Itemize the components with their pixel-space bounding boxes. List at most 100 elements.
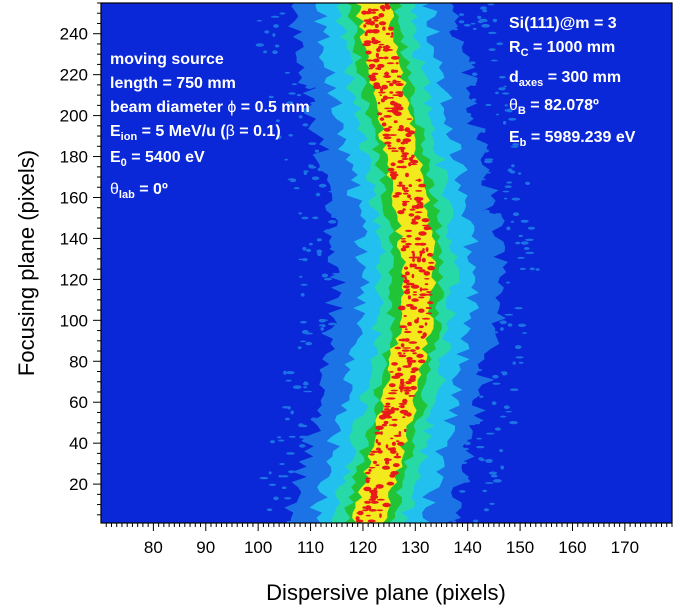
intensity-speckle	[300, 283, 308, 286]
intensity-peak	[378, 91, 386, 94]
intensity-peak	[388, 383, 396, 388]
intensity-peak	[385, 444, 389, 449]
intensity-speckle	[318, 324, 326, 327]
intensity-peak	[392, 463, 400, 468]
intensity-peak	[363, 24, 367, 28]
intensity-peak	[380, 431, 383, 435]
intensity-speckle	[304, 438, 313, 443]
intensity-peak	[383, 115, 392, 118]
intensity-peak	[401, 200, 410, 203]
intensity-peak	[418, 231, 427, 236]
intensity-peak	[398, 125, 404, 130]
intensity-peak	[399, 380, 405, 385]
intensity-speckle	[504, 104, 508, 107]
intensity-speckle	[481, 129, 486, 133]
intensity-peak	[382, 502, 391, 508]
intensity-speckle	[322, 159, 331, 164]
intensity-peak	[375, 439, 379, 444]
intensity-peak	[390, 35, 394, 38]
intensity-peak	[393, 120, 398, 124]
intensity-peak	[390, 406, 395, 412]
intensity-speckle	[510, 220, 515, 223]
intensity-speckle	[326, 206, 331, 210]
intensity-peak	[362, 42, 371, 47]
annotation-left-line3: beam diameter ϕ = 0.5 mm	[110, 99, 310, 116]
intensity-peak	[365, 478, 370, 484]
intensity-speckle	[462, 479, 471, 483]
intensity-peak	[367, 8, 372, 12]
intensity-speckle	[463, 23, 471, 27]
intensity-peak	[375, 484, 384, 489]
intensity-speckle	[329, 247, 339, 251]
intensity-speckle	[517, 323, 527, 327]
intensity-speckle	[503, 120, 507, 125]
intensity-speckle	[306, 248, 312, 253]
intensity-speckle	[331, 203, 337, 207]
intensity-peak	[405, 381, 412, 385]
intensity-speckle	[288, 134, 294, 137]
intensity-speckle	[470, 22, 476, 25]
intensity-speckle	[481, 23, 490, 28]
intensity-peak	[400, 325, 407, 328]
intensity-peak	[373, 487, 378, 491]
intensity-peak	[373, 19, 379, 22]
intensity-speckle	[305, 85, 315, 89]
intensity-speckle	[270, 15, 280, 18]
intensity-peak	[377, 442, 382, 446]
intensity-speckle	[520, 241, 529, 245]
intensity-peak	[398, 385, 405, 390]
intensity-speckle	[320, 369, 325, 373]
intensity-peak	[402, 186, 406, 191]
intensity-peak	[394, 192, 402, 196]
intensity-speckle	[318, 318, 326, 323]
intensity-peak	[402, 202, 408, 207]
intensity-peak	[370, 500, 379, 504]
intensity-speckle	[266, 508, 273, 512]
intensity-peak	[425, 247, 429, 252]
y-axis-title: Focusing plane (pixels)	[14, 150, 39, 376]
intensity-speckle	[491, 401, 497, 406]
intensity-speckle	[529, 267, 535, 271]
intensity-peak	[417, 359, 426, 364]
intensity-speckle	[511, 164, 515, 168]
intensity-peak	[396, 138, 401, 143]
intensity-peak	[383, 405, 391, 408]
intensity-peak	[376, 112, 383, 116]
intensity-peak	[402, 416, 406, 419]
intensity-peak	[424, 226, 432, 230]
intensity-peak	[404, 276, 407, 282]
intensity-peak	[402, 398, 408, 404]
intensity-speckle	[326, 360, 334, 363]
intensity-speckle	[489, 502, 495, 505]
intensity-peak	[378, 13, 385, 18]
intensity-peak	[406, 356, 413, 361]
intensity-peak	[418, 296, 425, 299]
intensity-speckle	[515, 356, 524, 359]
intensity-peak	[369, 489, 378, 494]
intensity-peak	[402, 192, 409, 195]
intensity-peak	[385, 466, 388, 469]
intensity-peak	[382, 133, 391, 137]
intensity-speckle	[282, 406, 290, 409]
intensity-peak	[384, 3, 389, 7]
intensity-speckle	[483, 209, 490, 214]
intensity-peak	[403, 279, 410, 284]
intensity-peak	[387, 447, 395, 451]
intensity-peak	[397, 441, 405, 446]
intensity-peak	[390, 162, 396, 167]
intensity-speckle	[290, 410, 294, 415]
intensity-peak	[418, 325, 424, 329]
intensity-peak	[365, 514, 371, 517]
intensity-peak	[373, 460, 377, 464]
intensity-peak	[401, 349, 410, 352]
intensity-speckle	[255, 43, 264, 47]
intensity-peak	[384, 141, 392, 145]
intensity-speckle	[284, 158, 289, 161]
y-tick-label: 80	[69, 352, 88, 371]
intensity-speckle	[278, 439, 285, 442]
intensity-speckle	[502, 373, 506, 376]
intensity-peak	[390, 389, 398, 392]
intensity-speckle	[308, 73, 312, 78]
intensity-peak	[387, 96, 392, 99]
y-tick-label: 220	[60, 66, 88, 85]
